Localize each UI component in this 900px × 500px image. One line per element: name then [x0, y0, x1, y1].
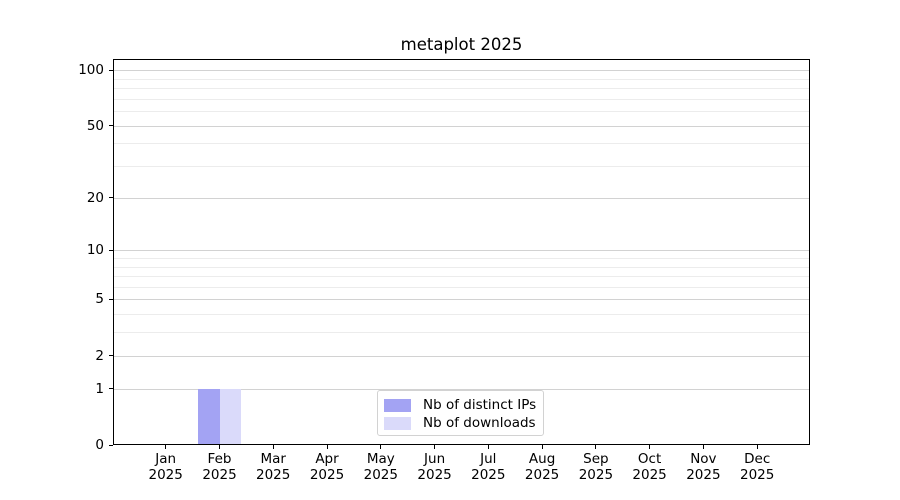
x-tick-year: 2025 [740, 467, 775, 483]
x-tick-year: 2025 [256, 467, 291, 483]
plot-area [113, 59, 810, 445]
x-tick-label-nov: Nov 2025 [673, 451, 733, 483]
x-tick-month: Jan [155, 451, 177, 467]
x-tick-month: Nov [690, 451, 717, 467]
x-tick-month: Jun [424, 451, 446, 467]
x-tick-label-feb: Feb 2025 [190, 451, 250, 483]
gridline-80 [114, 87, 809, 89]
x-tick-year: 2025 [309, 467, 345, 483]
gridline-9 [114, 257, 809, 259]
x-tick-mark-dec [756, 445, 758, 449]
x-tick-label-may: May 2025 [351, 451, 411, 483]
x-tick-mark-jul [487, 445, 489, 449]
y-tick-label-1: 1 [95, 380, 104, 397]
x-tick-mark-feb [219, 445, 220, 449]
x-tick-year: 2025 [148, 467, 183, 483]
x-tick-label-jan: Jan 2025 [136, 451, 196, 483]
x-tick-label-aug: Aug 2025 [512, 451, 572, 483]
legend-row-1: Nb of downloads [384, 414, 536, 432]
y-tick-mark-0 [109, 444, 113, 446]
gridline-5 [114, 299, 809, 301]
gridline-10 [114, 250, 809, 252]
bar-nb-of-distinct-ips-feb [198, 388, 220, 444]
gridline-70 [114, 98, 809, 100]
gridline-3 [114, 332, 809, 334]
y-tick-label-10: 10 [86, 242, 104, 259]
x-tick-year: 2025 [524, 467, 560, 483]
y-tick-label-2: 2 [95, 347, 104, 364]
gridline-90 [114, 78, 809, 80]
x-tick-label-sep: Sep 2025 [566, 451, 626, 483]
gridline-7 [114, 276, 809, 277]
x-tick-year: 2025 [632, 467, 667, 483]
y-tick-label-0: 0 [95, 437, 104, 453]
y-tick-mark-20 [109, 197, 113, 199]
y-tick-label-20: 20 [86, 189, 104, 206]
x-tick-month: Jul [480, 451, 497, 467]
x-tick-year: 2025 [417, 467, 452, 483]
x-tick-mark-nov [702, 445, 704, 449]
gridline-100 [114, 70, 809, 71]
gridline-8 [114, 266, 809, 268]
gridline-6 [114, 286, 809, 288]
y-tick-mark-50 [109, 125, 113, 126]
gridline-2 [114, 355, 809, 357]
x-tick-month: Mar [260, 451, 286, 467]
legend-row-0: Nb of distinct IPs [384, 396, 536, 414]
x-tick-mark-oct [649, 445, 651, 449]
x-tick-month: Aug [528, 451, 556, 467]
x-tick-mark-sep [595, 445, 597, 449]
x-tick-mark-jun [434, 445, 436, 449]
x-tick-mark-may [380, 445, 382, 449]
x-tick-year: 2025 [686, 467, 721, 483]
gridline-40 [114, 143, 809, 145]
gridline-4 [114, 314, 809, 316]
x-tick-month: Apr [315, 451, 339, 467]
x-tick-year: 2025 [363, 467, 398, 483]
x-tick-mark-jan [165, 445, 167, 449]
gridline-30 [114, 166, 809, 167]
x-tick-label-jul: Jul 2025 [458, 451, 518, 483]
y-tick-label-5: 5 [95, 291, 104, 308]
x-tick-month: Oct [637, 451, 662, 467]
x-tick-month: Feb [207, 451, 232, 467]
x-tick-mark-aug [541, 445, 543, 449]
bar-nb-of-downloads-feb [219, 388, 241, 444]
y-tick-mark-1 [109, 388, 113, 390]
x-tick-month: Sep [583, 451, 609, 467]
y-tick-label-50: 50 [86, 117, 104, 134]
x-tick-label-dec: Dec 2025 [727, 451, 787, 483]
x-tick-label-apr: Apr 2025 [297, 451, 357, 483]
legend: Nb of distinct IPs Nb of downloads [377, 390, 544, 436]
x-tick-label-oct: Oct 2025 [620, 451, 680, 483]
y-tick-mark-100 [109, 69, 113, 71]
legend-label: Nb of distinct IPs [423, 397, 537, 413]
x-tick-year: 2025 [202, 467, 237, 483]
x-tick-month: Dec [744, 451, 771, 467]
y-tick-mark-5 [109, 298, 113, 300]
legend-label: Nb of downloads [423, 415, 536, 431]
y-tick-label-100: 100 [78, 62, 104, 78]
gridline-60 [114, 111, 809, 112]
x-tick-year: 2025 [471, 467, 506, 483]
x-tick-year: 2025 [578, 467, 614, 483]
chart-title: metaplot 2025 [400, 35, 523, 54]
x-tick-mark-apr [326, 445, 328, 449]
x-tick-label-jun: Jun 2025 [405, 451, 465, 483]
x-tick-label-mar: Mar 2025 [243, 451, 303, 483]
x-tick-month: May [366, 451, 395, 467]
legend-swatch-icon [384, 416, 411, 430]
x-tick-mark-mar [272, 445, 274, 449]
y-tick-mark-2 [109, 355, 113, 357]
legend-swatch-icon [384, 398, 411, 412]
gridline-20 [114, 197, 809, 199]
gridline-1 [114, 388, 809, 390]
gridline-50 [114, 125, 809, 127]
y-tick-mark-10 [109, 249, 113, 251]
